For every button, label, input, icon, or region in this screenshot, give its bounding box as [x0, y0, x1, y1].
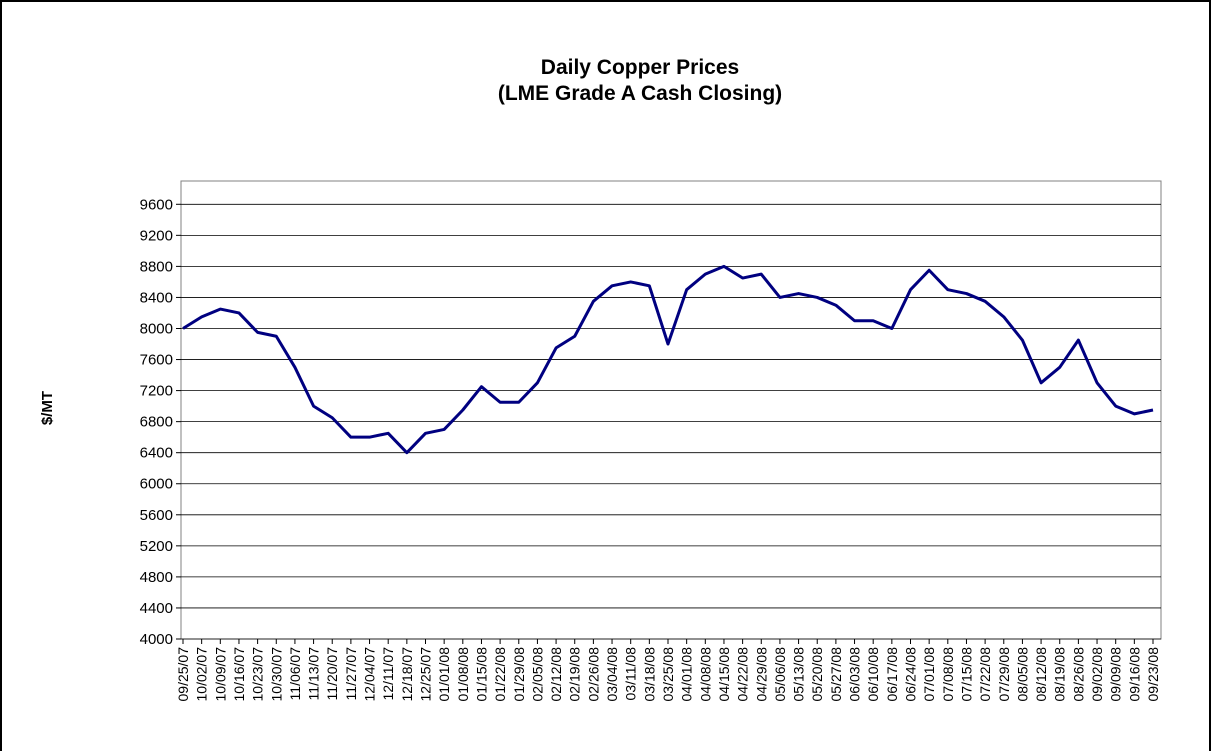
y-tick-label: 5200	[140, 538, 173, 555]
y-tick-label: 6800	[140, 414, 173, 431]
x-tick-label: 08/05/08	[1014, 647, 1030, 702]
x-tick-label: 11/27/07	[343, 647, 359, 701]
x-tick-label: 09/23/08	[1145, 647, 1161, 702]
x-tick-label: 02/26/08	[585, 647, 601, 702]
x-tick-label: 01/15/08	[473, 647, 489, 702]
x-tick-label: 01/08/08	[455, 647, 471, 702]
y-tick-label: 8000	[140, 320, 173, 337]
y-tick-label: 4400	[140, 600, 173, 617]
x-tick-label: 03/04/08	[604, 647, 620, 702]
x-tick-label: 12/25/07	[418, 647, 434, 702]
x-tick-label: 10/02/07	[194, 647, 210, 702]
y-tick-label: 6400	[140, 445, 173, 462]
y-tick-label: 4000	[140, 631, 173, 648]
x-tick-label: 02/05/08	[529, 647, 545, 702]
y-tick-label: 5600	[140, 507, 173, 524]
x-tick-label: 09/25/07	[175, 647, 191, 702]
x-tick-label: 09/09/08	[1108, 647, 1124, 702]
x-tick-label: 08/12/08	[1033, 647, 1049, 702]
chart-subtitle: (LME Grade A Cash Closing)	[498, 82, 782, 105]
x-tick-label: 08/26/08	[1070, 647, 1086, 702]
x-tick-label: 01/22/08	[492, 647, 508, 702]
x-tick-label: 12/18/07	[399, 647, 415, 702]
x-tick-label: 12/11/07	[380, 647, 396, 701]
y-tick-label: 4800	[140, 569, 173, 586]
x-tick-label: 11/06/07	[287, 647, 303, 701]
x-tick-label: 07/08/08	[940, 647, 956, 702]
chart-title: Daily Copper Prices	[541, 56, 739, 79]
x-tick-label: 01/29/08	[511, 647, 527, 702]
x-tick-label: 03/18/08	[641, 647, 657, 702]
x-tick-label: 03/11/08	[623, 647, 639, 701]
x-tick-label: 01/01/08	[436, 647, 452, 702]
x-tick-label: 10/30/07	[268, 647, 284, 702]
x-tick-label: 02/12/08	[548, 647, 564, 702]
y-tick-label: 7200	[140, 383, 173, 400]
x-tick-label: 04/08/08	[697, 647, 713, 702]
x-tick-label: 07/22/08	[977, 647, 993, 702]
x-tick-label: 05/27/08	[828, 647, 844, 702]
x-tick-label: 07/01/08	[921, 647, 937, 702]
y-axis-label: $/MT	[39, 391, 56, 425]
price-line	[182, 264, 1154, 455]
plot-area	[180, 180, 1162, 640]
x-tick-label: 05/13/08	[791, 647, 807, 702]
x-tick-label: 12/04/07	[362, 647, 378, 702]
x-tick-label: 09/16/08	[1126, 647, 1142, 702]
x-tick-label: 02/19/08	[567, 647, 583, 702]
x-tick-label: 04/15/08	[716, 647, 732, 702]
x-tick-label: 06/03/08	[847, 647, 863, 702]
y-tick-label: 6000	[140, 476, 173, 493]
x-tick-label: 10/09/07	[212, 647, 228, 702]
x-tick-label: 06/10/08	[865, 647, 881, 702]
x-tick-label: 04/01/08	[679, 647, 695, 702]
x-tick-label: 10/23/07	[250, 647, 266, 702]
x-tick-label: 10/16/07	[231, 647, 247, 702]
x-tick-label: 03/25/08	[660, 647, 676, 702]
x-tick-label: 06/24/08	[903, 647, 919, 702]
y-tick-label: 9600	[140, 196, 173, 213]
x-tick-label: 08/19/08	[1052, 647, 1068, 702]
y-tick-label: 9200	[140, 227, 173, 244]
x-tick-label: 06/17/08	[884, 647, 900, 702]
y-tick-label: 8800	[140, 258, 173, 275]
x-tick-label: 04/29/08	[753, 647, 769, 702]
y-tick-label: 7600	[140, 352, 173, 369]
x-tick-label: 05/20/08	[809, 647, 825, 702]
x-tick-label: 05/06/08	[772, 647, 788, 702]
x-tick-label: 04/22/08	[735, 647, 751, 702]
x-tick-label: 09/02/08	[1089, 647, 1105, 702]
x-tick-label: 07/15/08	[958, 647, 974, 702]
x-tick-label: 11/20/07	[324, 647, 340, 701]
x-tick-label: 11/13/07	[306, 647, 322, 701]
x-tick-label: 07/29/08	[996, 647, 1012, 702]
y-tick-label: 8400	[140, 289, 173, 306]
